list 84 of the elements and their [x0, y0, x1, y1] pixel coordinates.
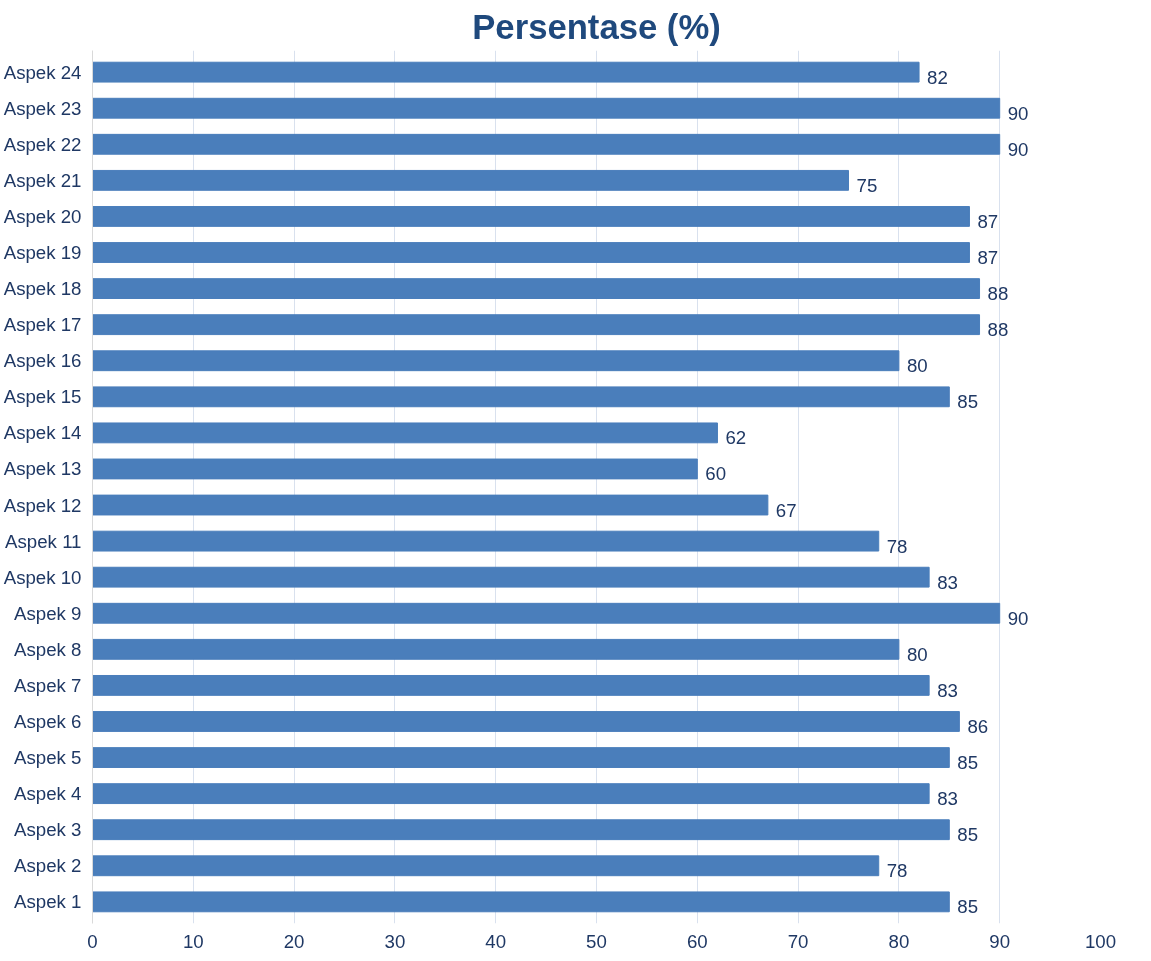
- data-label: 86: [967, 715, 989, 737]
- x-tick-label: 40: [485, 930, 507, 952]
- y-tick-label: Aspek 13: [3, 458, 82, 480]
- bar: [92, 783, 930, 805]
- y-tick-label: Aspek 21: [3, 169, 82, 191]
- bar: [92, 133, 1001, 155]
- bar: [92, 169, 849, 191]
- bar: [92, 422, 718, 444]
- y-tick-label: Aspek 2: [14, 855, 82, 877]
- y-tick-label: Aspek 20: [3, 205, 82, 227]
- y-tick-label: Aspek 4: [14, 783, 82, 805]
- bar: [92, 314, 981, 336]
- y-tick-label: Aspek 12: [3, 494, 82, 516]
- bar: [92, 891, 950, 913]
- bar: [92, 350, 900, 372]
- data-label: 85: [957, 824, 979, 846]
- x-tick-label: 60: [686, 930, 708, 952]
- y-tick-label: Aspek 24: [3, 61, 82, 83]
- data-label: 60: [705, 463, 727, 485]
- data-label: 75: [856, 174, 878, 196]
- y-tick-label: Aspek 11: [5, 530, 82, 552]
- x-tick-label: 90: [989, 930, 1011, 952]
- y-tick-label: Aspek 9: [14, 602, 82, 624]
- bar: [92, 242, 970, 263]
- data-label: 85: [957, 391, 979, 413]
- x-tick-label: 20: [283, 930, 305, 952]
- x-tick-label: 0: [87, 930, 98, 952]
- data-label: 67: [775, 499, 797, 521]
- data-label: 87: [977, 210, 999, 232]
- data-label: 90: [1007, 138, 1029, 160]
- data-label: 88: [987, 283, 1009, 305]
- y-tick-label: Aspek 19: [3, 242, 82, 264]
- data-label: 78: [886, 860, 908, 882]
- y-tick-label: Aspek 8: [14, 638, 82, 660]
- bar: [92, 674, 930, 696]
- y-tick-label: Aspek 1: [14, 891, 82, 913]
- y-tick-label: Aspek 17: [3, 314, 82, 336]
- data-label: 78: [886, 535, 908, 557]
- data-label: 85: [957, 896, 979, 918]
- x-tick-label: 50: [586, 930, 607, 952]
- data-label: 83: [937, 571, 958, 593]
- data-label: 83: [937, 788, 958, 810]
- y-tick-label: Aspek 6: [14, 710, 82, 732]
- y-tick-label: Aspek 5: [14, 747, 82, 769]
- x-tick-label: 100: [1084, 930, 1117, 952]
- chart-title: Persentase (%): [472, 7, 721, 46]
- bar: [92, 206, 970, 227]
- data-label: 80: [906, 643, 928, 665]
- bar: [92, 458, 698, 480]
- bar: [92, 97, 1001, 119]
- bar: [92, 855, 880, 877]
- x-tick-label: 30: [384, 930, 406, 952]
- x-tick-label: 80: [888, 930, 910, 952]
- bar: [92, 819, 950, 841]
- data-label: 87: [977, 247, 999, 269]
- bar: [92, 638, 900, 660]
- data-label: 83: [937, 679, 958, 701]
- bar: [92, 278, 981, 300]
- y-tick-label: Aspek 18: [3, 278, 82, 300]
- y-tick-label: Aspek 16: [3, 350, 82, 372]
- data-label: 90: [1007, 102, 1029, 124]
- bar: [92, 530, 880, 552]
- bar: [92, 566, 930, 588]
- bar: [92, 747, 950, 768]
- y-tick-label: Aspek 10: [3, 566, 82, 588]
- bar: [92, 711, 960, 732]
- x-tick-label: 10: [182, 930, 204, 952]
- y-tick-label: Aspek 23: [3, 97, 82, 119]
- data-label: 90: [1007, 607, 1029, 629]
- bar: [92, 61, 920, 83]
- data-label: 88: [987, 319, 1009, 341]
- bar: [92, 494, 769, 516]
- y-tick-label: Aspek 7: [14, 674, 82, 696]
- bar: [92, 602, 1001, 624]
- data-label: 82: [927, 66, 948, 88]
- x-tick-label: 70: [787, 930, 809, 952]
- data-label: 80: [906, 355, 928, 377]
- y-tick-label: Aspek 22: [3, 133, 82, 155]
- data-label: 85: [957, 752, 979, 774]
- data-label: 62: [725, 427, 747, 449]
- y-tick-label: Aspek 15: [3, 386, 82, 408]
- y-tick-label: Aspek 14: [3, 422, 82, 444]
- y-tick-label: Aspek 3: [14, 819, 82, 841]
- bar: [92, 386, 950, 408]
